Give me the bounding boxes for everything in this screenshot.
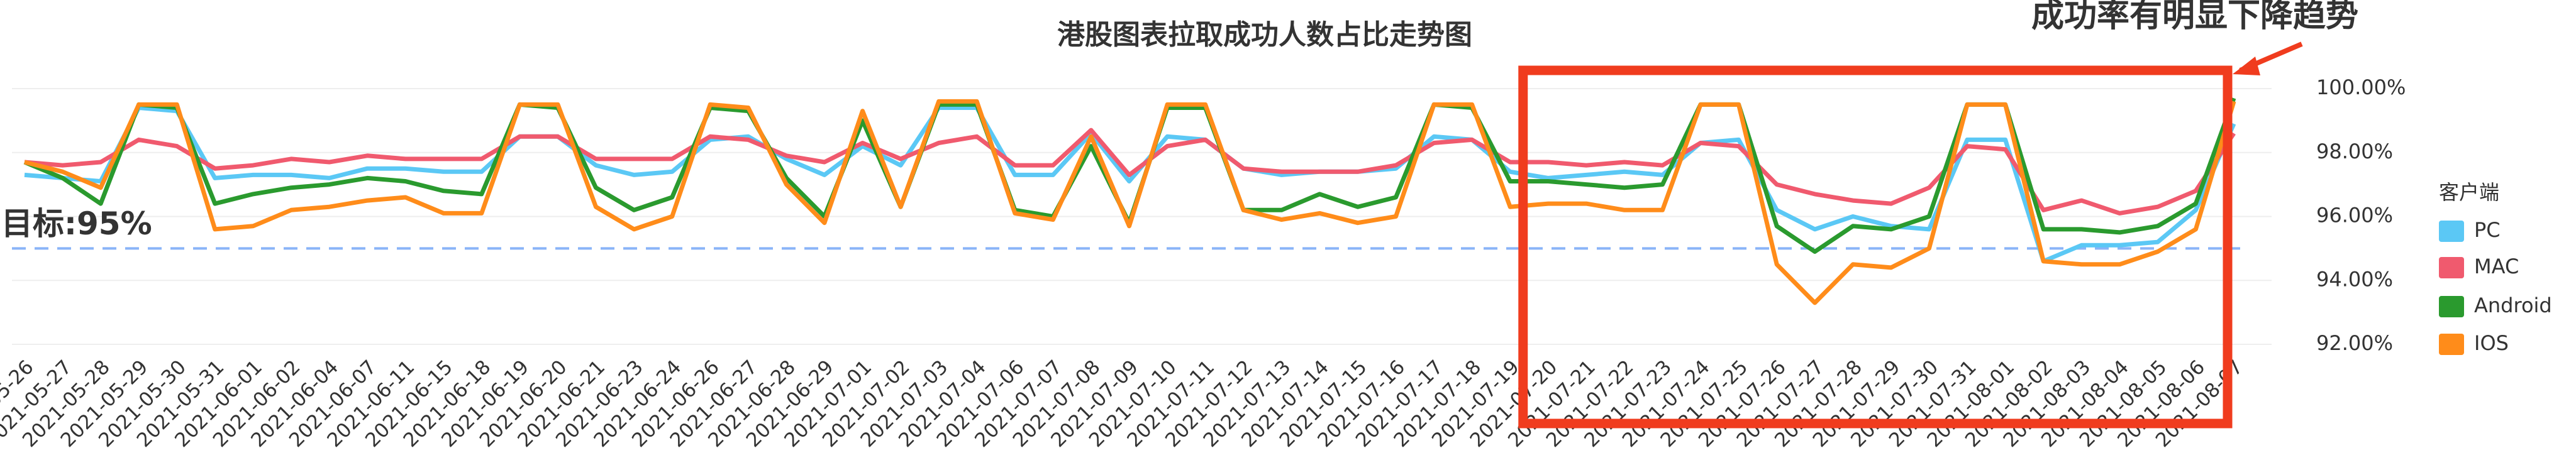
annotation-arrowhead <box>2233 57 2260 75</box>
legend-swatch <box>2439 296 2464 317</box>
series-line <box>24 128 2236 216</box>
legend-label: Android <box>2474 293 2552 317</box>
y-tick-label: 100.00% <box>2316 75 2406 99</box>
legend-swatch <box>2439 257 2464 278</box>
highlight-box <box>1518 65 2233 429</box>
y-tick-label: 98.00% <box>2316 139 2393 163</box>
y-tick-label: 92.00% <box>2316 331 2393 355</box>
series-line <box>24 99 2236 305</box>
y-tick-label: 96.00% <box>2316 204 2393 227</box>
legend-label: IOS <box>2474 331 2509 355</box>
chart-title: 港股图表拉取成功人数占比走势图 <box>1057 19 1472 51</box>
legend-swatch <box>2439 221 2464 242</box>
legend-label: MAC <box>2474 254 2519 278</box>
legend-label: PC <box>2474 218 2501 242</box>
legend-title: 客户端 <box>2439 180 2499 204</box>
annotation-text: 成功率有明显下降趋势 <box>2031 0 2358 35</box>
y-tick-label: 94.00% <box>2316 267 2393 291</box>
series-line <box>24 106 2236 264</box>
legend-swatch <box>2439 334 2464 355</box>
target-label: 目标:95% <box>1 205 152 242</box>
